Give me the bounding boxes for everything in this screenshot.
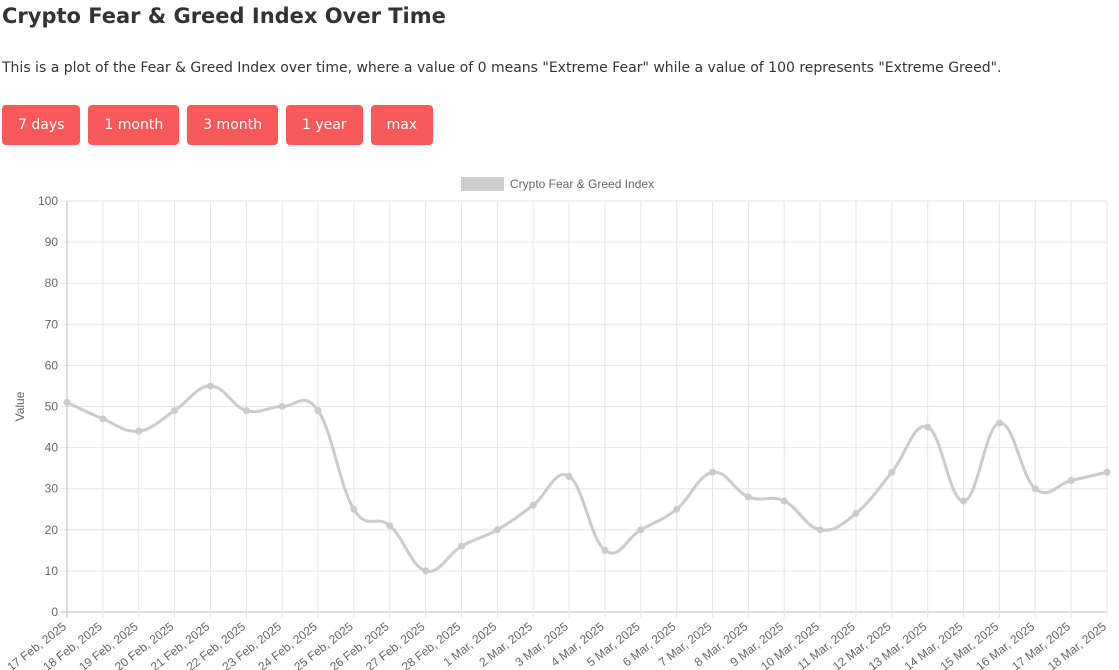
legend-swatch <box>461 177 504 191</box>
point <box>493 526 501 534</box>
point <box>206 382 214 390</box>
point <box>816 526 824 534</box>
description: This is a plot of the Fear & Greed Index… <box>2 60 1002 76</box>
point <box>673 505 681 513</box>
point <box>924 423 932 431</box>
point <box>135 427 143 435</box>
range-button[interactable]: 1 year <box>286 105 363 145</box>
point <box>709 468 717 476</box>
y-tick-label: 0 <box>51 605 58 619</box>
point <box>278 403 286 410</box>
y-tick-label: 90 <box>45 235 59 249</box>
y-tick-label: 20 <box>45 523 59 537</box>
legend-label: Crypto Fear & Greed Index <box>510 177 654 191</box>
point <box>637 526 645 534</box>
point <box>350 505 358 513</box>
point <box>171 407 179 415</box>
y-tick-label: 10 <box>45 564 59 578</box>
range-button[interactable]: 3 month <box>187 105 278 145</box>
page-title: Crypto Fear & Greed Index Over Time <box>2 4 446 28</box>
range-buttons: 7 days 1 month 3 month 1 year max <box>2 105 434 145</box>
point <box>386 522 394 530</box>
point <box>529 501 537 509</box>
point <box>1067 476 1075 484</box>
y-axis-title: Value <box>13 391 27 421</box>
y-tick-label: 60 <box>45 358 59 372</box>
y-tick-label: 70 <box>45 317 59 331</box>
line <box>66 384 1108 573</box>
range-button[interactable]: 7 days <box>2 105 81 145</box>
point <box>1103 468 1111 476</box>
point <box>565 472 573 480</box>
y-tick-label: 40 <box>45 441 59 455</box>
range-button[interactable]: 1 month <box>88 105 180 145</box>
y-tick-label: 100 <box>38 194 58 208</box>
point <box>314 407 322 415</box>
point <box>960 497 968 505</box>
point <box>995 419 1003 427</box>
point <box>422 567 430 575</box>
point <box>888 468 896 476</box>
point <box>601 546 609 554</box>
y-tick-label: 80 <box>45 276 59 290</box>
point <box>1031 485 1039 493</box>
point <box>744 493 752 501</box>
point <box>99 415 107 423</box>
point <box>63 398 71 406</box>
point <box>780 497 788 505</box>
y-tick-label: 50 <box>45 400 59 414</box>
y-tick-label: 30 <box>45 482 59 496</box>
range-button[interactable]: max <box>370 105 434 145</box>
point <box>242 407 250 415</box>
point <box>457 542 465 550</box>
point <box>852 509 860 517</box>
